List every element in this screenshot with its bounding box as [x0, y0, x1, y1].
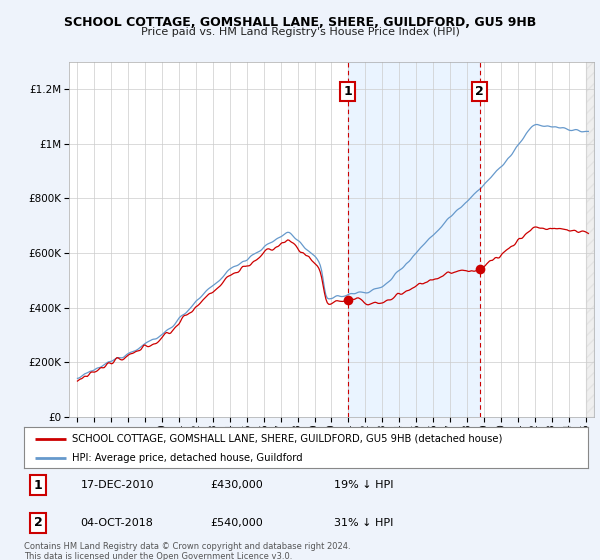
Text: £540,000: £540,000 — [210, 518, 263, 528]
Text: 2: 2 — [475, 85, 484, 98]
Text: 31% ↓ HPI: 31% ↓ HPI — [334, 518, 394, 528]
Text: £430,000: £430,000 — [210, 480, 263, 490]
Bar — [348, 62, 479, 417]
Text: 04-OCT-2018: 04-OCT-2018 — [80, 518, 153, 528]
Text: Price paid vs. HM Land Registry's House Price Index (HPI): Price paid vs. HM Land Registry's House … — [140, 27, 460, 37]
Bar — [586, 62, 594, 417]
Text: 19% ↓ HPI: 19% ↓ HPI — [334, 480, 394, 490]
Text: 1: 1 — [34, 479, 43, 492]
Text: 2: 2 — [34, 516, 43, 529]
Text: SCHOOL COTTAGE, GOMSHALL LANE, SHERE, GUILDFORD, GU5 9HB (detached house): SCHOOL COTTAGE, GOMSHALL LANE, SHERE, GU… — [72, 433, 502, 444]
Text: Contains HM Land Registry data © Crown copyright and database right 2024.
This d: Contains HM Land Registry data © Crown c… — [24, 542, 350, 560]
Text: SCHOOL COTTAGE, GOMSHALL LANE, SHERE, GUILDFORD, GU5 9HB: SCHOOL COTTAGE, GOMSHALL LANE, SHERE, GU… — [64, 16, 536, 29]
Text: 1: 1 — [343, 85, 352, 98]
Text: HPI: Average price, detached house, Guildford: HPI: Average price, detached house, Guil… — [72, 452, 302, 463]
Text: 17-DEC-2010: 17-DEC-2010 — [80, 480, 154, 490]
